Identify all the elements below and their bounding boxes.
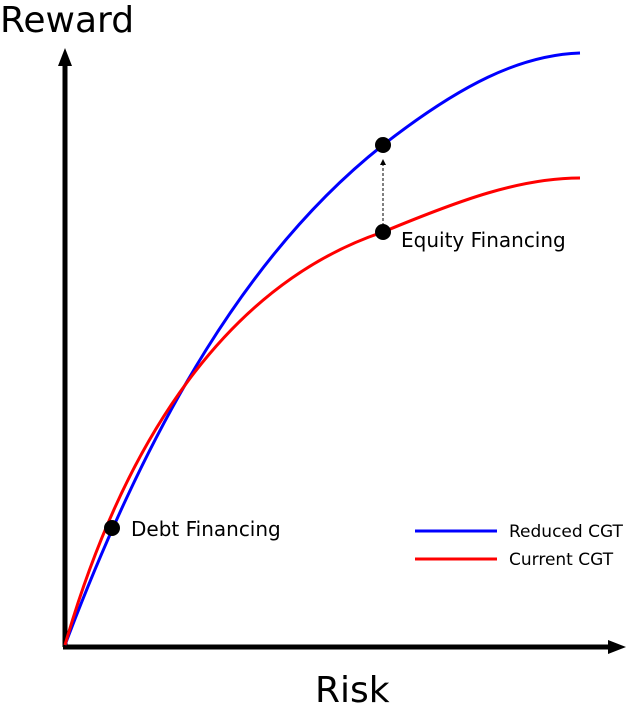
point-reduced-cgt-equity	[375, 137, 391, 153]
legend: Reduced CGT Current CGT	[415, 522, 624, 570]
point-debt-financing	[104, 520, 120, 536]
x-axis-arrowhead	[608, 640, 626, 654]
point-equity-financing	[375, 224, 391, 240]
legend-label-reduced-cgt: Reduced CGT	[509, 522, 624, 542]
y-axis-label: Reward	[0, 0, 134, 41]
y-axis-arrowhead	[58, 48, 72, 66]
label-debt-financing: Debt Financing	[131, 517, 281, 541]
curve-current-cgt	[63, 176, 581, 646]
label-equity-financing: Equity Financing	[401, 228, 566, 252]
x-axis-label: Risk	[315, 670, 390, 703]
curve-reduced-cgt	[63, 51, 581, 646]
legend-label-current-cgt: Current CGT	[509, 550, 614, 570]
